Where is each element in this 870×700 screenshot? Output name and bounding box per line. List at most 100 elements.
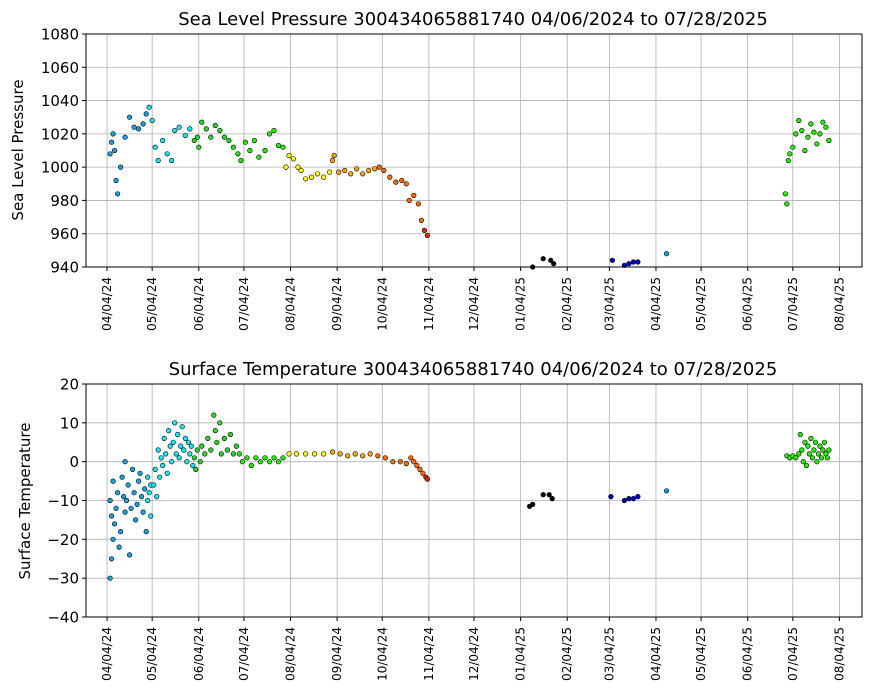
data-point [110, 131, 116, 137]
data-point [107, 575, 113, 581]
data-point [551, 261, 557, 267]
data-point [799, 447, 805, 453]
data-point [286, 451, 292, 457]
x-tick-label: 05/04/24 [145, 627, 159, 681]
data-point [337, 451, 343, 457]
data-point [122, 459, 128, 465]
data-point [808, 435, 814, 442]
data-point [424, 476, 431, 482]
data-point [790, 144, 796, 150]
x-tick-label: 06/04/25 [741, 627, 755, 681]
data-point [221, 435, 227, 442]
data-point [146, 104, 152, 110]
data-point [244, 455, 250, 461]
data-point [411, 459, 417, 465]
data-point [248, 462, 254, 469]
data-point [266, 131, 273, 137]
y-ticks: −40 −30 −20 −10 0 10 20 [47, 376, 86, 627]
data-point [793, 455, 799, 461]
data-point [805, 134, 811, 140]
data-point [626, 261, 632, 267]
data-point [376, 164, 382, 170]
data-point [818, 455, 825, 461]
plot-frame [85, 33, 863, 268]
x-tick-label: 03/04/25 [602, 627, 616, 681]
data-point [152, 144, 158, 150]
data-point [275, 142, 282, 149]
data-point [230, 451, 236, 457]
data-point [133, 517, 139, 523]
data-point [136, 478, 142, 484]
data-point [327, 169, 333, 175]
data-point [298, 167, 304, 174]
data-point [814, 459, 820, 465]
x-tick-label: 11/04/24 [422, 627, 436, 681]
data-point [173, 451, 179, 457]
x-ticks: 04/04/24 05/04/24 06/04/24 07/04/24 08/04/24… [100, 617, 846, 681]
data-point [330, 157, 336, 164]
data-point [321, 451, 327, 457]
data-point [811, 129, 817, 135]
data-point [148, 513, 154, 519]
data-point [372, 166, 378, 172]
data-point [309, 174, 315, 180]
data-point [247, 147, 253, 154]
data-point [802, 439, 808, 445]
data-point [194, 447, 200, 453]
data-point [140, 509, 146, 515]
data-point [114, 191, 121, 197]
data-point [415, 201, 422, 207]
data-point [119, 474, 125, 480]
x-tick-label: 08/04/24 [284, 627, 298, 681]
data-point [406, 197, 412, 203]
data-point [814, 141, 820, 147]
data-point [418, 217, 425, 223]
x-tick-label: 04/04/25 [649, 277, 663, 331]
data-point [793, 131, 799, 137]
data-point [630, 259, 637, 265]
data-point [280, 455, 286, 461]
data-point [154, 494, 160, 500]
data-points [107, 104, 832, 270]
data-point [806, 451, 813, 457]
data-point [797, 431, 803, 438]
data-point [111, 147, 118, 154]
x-tick-label: 06/04/24 [192, 277, 206, 331]
x-tick-label: 04/04/25 [649, 627, 663, 681]
data-points [107, 412, 832, 581]
data-point [202, 451, 208, 457]
data-point [336, 169, 342, 175]
data-point [107, 151, 113, 157]
chart-title: Surface Temperature 300434065881740 04/0… [169, 359, 778, 380]
data-point [233, 443, 239, 449]
data-point [796, 451, 802, 457]
x-ticks: 04/04/24 05/04/24 06/04/24 07/04/24 08/04/24… [100, 267, 846, 331]
data-point [290, 156, 297, 162]
data-point [812, 439, 819, 445]
x-tick-label: 06/04/24 [192, 627, 206, 681]
data-point [214, 439, 220, 445]
y-ticks: 940 960 980 1000 1020 1040 1060 1080 [41, 26, 86, 277]
data-point [530, 501, 536, 508]
data-point [262, 147, 268, 154]
y-tick-label: −20 [47, 531, 79, 549]
data-point [182, 435, 188, 442]
data-point [139, 494, 145, 500]
data-point [120, 494, 127, 500]
data-point [149, 117, 155, 124]
data-point [321, 174, 327, 180]
data-point [540, 492, 546, 498]
data-point [271, 455, 277, 461]
data-point [181, 447, 187, 453]
data-point [785, 157, 791, 164]
x-tick-label: 09/04/24 [330, 277, 344, 331]
data-point [205, 435, 211, 442]
data-point [303, 451, 309, 457]
data-point [403, 461, 409, 467]
x-tick-label: 04/04/24 [100, 627, 114, 681]
data-point [224, 447, 230, 453]
data-point [275, 459, 282, 465]
data-point [621, 497, 628, 504]
data-point [116, 544, 122, 550]
data-point [381, 167, 387, 174]
